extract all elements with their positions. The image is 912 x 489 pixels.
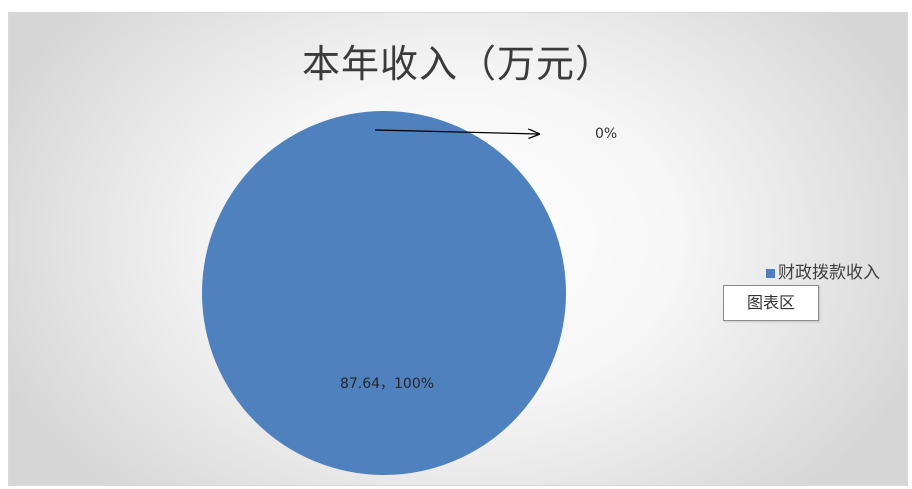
pie-plot: 0% 87.64，100% — [202, 111, 617, 475]
legend-label: 财政拨款收入 — [778, 263, 880, 283]
pie-slice[interactable] — [202, 111, 566, 475]
legend-swatch — [766, 268, 775, 278]
data-label-main: 87.64，100% — [340, 376, 434, 392]
data-label-zero: 0% — [595, 126, 617, 142]
legend-item[interactable]: 财政拨款收入 — [766, 258, 880, 288]
chart-title: 本年收入（万元） — [301, 42, 614, 86]
chart-area[interactable]: 本年收入（万元） 0% 87.64，100% 财政拨款收入 收入 图表区 — [8, 12, 908, 486]
tooltip: 图表区 — [723, 285, 819, 321]
leader-line — [374, 130, 539, 134]
